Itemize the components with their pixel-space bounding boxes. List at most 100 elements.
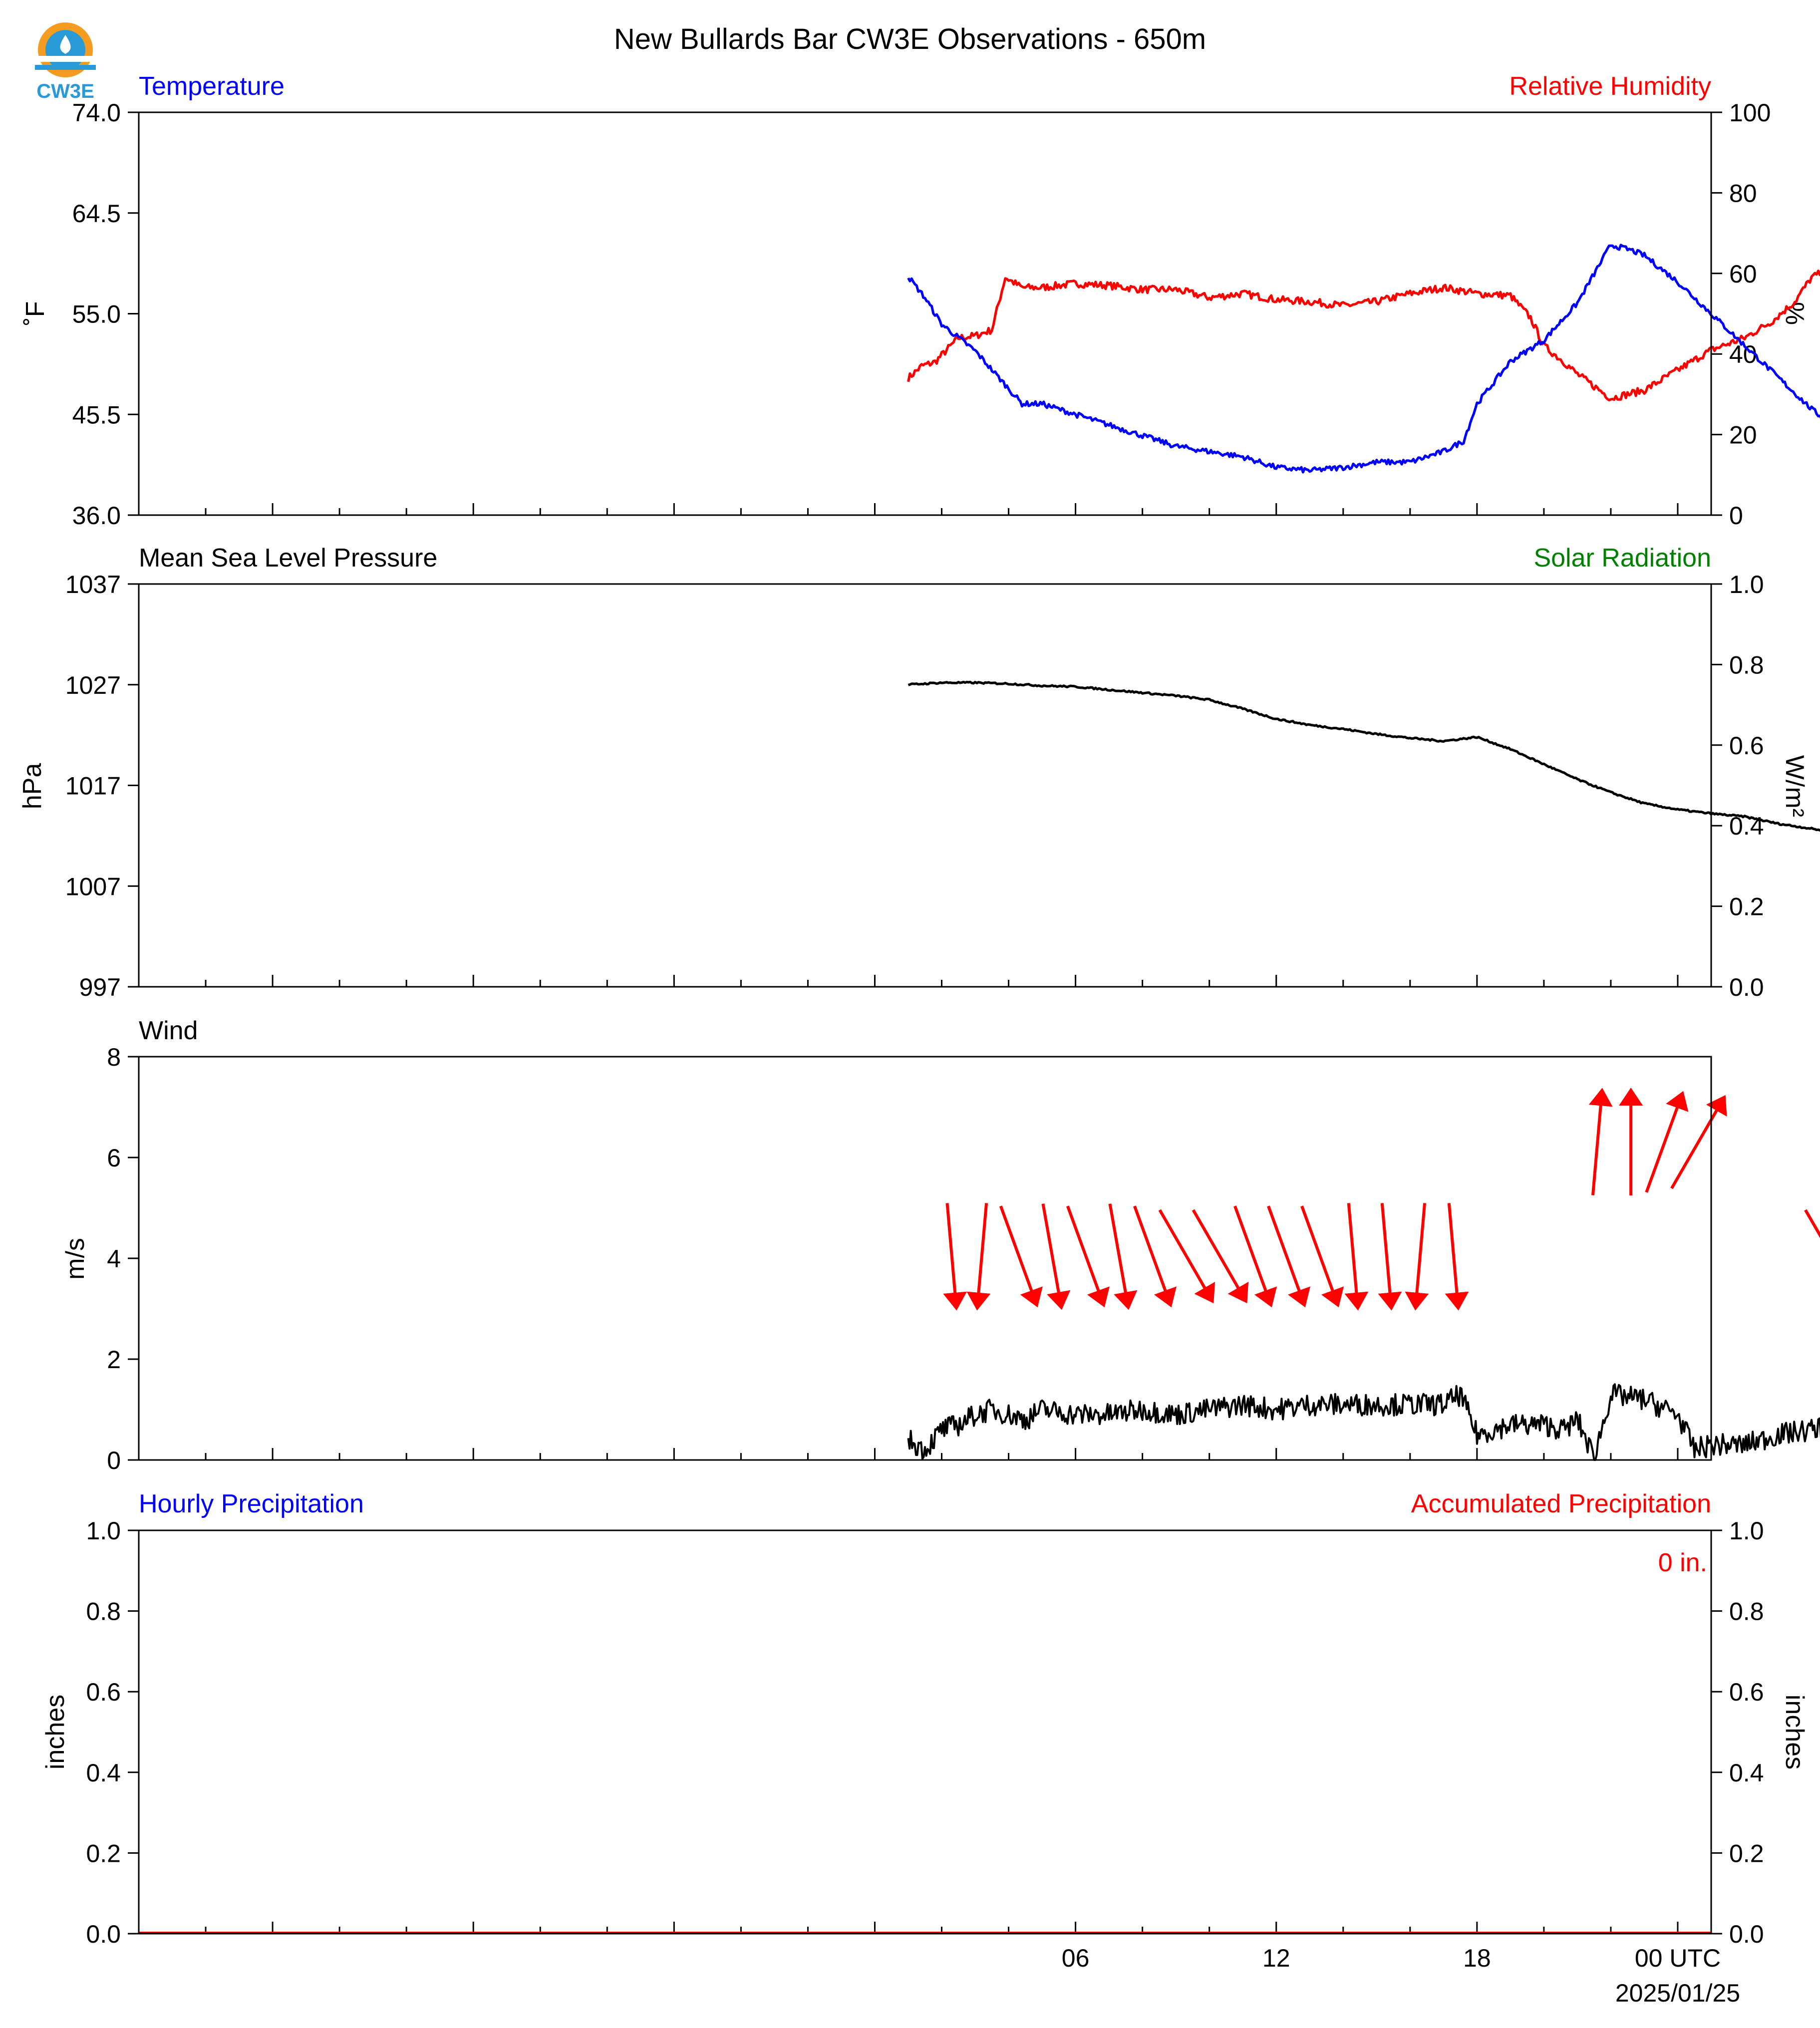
solar-tick-label: 0.8 [1729,651,1764,679]
pressure-tick-label: 1017 [65,772,121,800]
temperature-ylabel: ˚F [21,301,50,325]
temperature-series-line [907,244,1820,474]
wind-panel: Wind 0 2 4 6 8 m/s [61,1016,1820,1474]
temperature-frame [138,111,1712,516]
temperature-tick-label: 45.5 [72,401,121,429]
solar-title: Solar Radiation [1533,544,1711,573]
humidity-tick-label: 60 [1729,260,1757,288]
wind-ylabel: m/s [61,1238,90,1280]
x-tick-label: 06 [1062,1944,1090,1972]
solar-ylabel: W/m² [1780,755,1809,817]
humidity-tick-label: 20 [1729,421,1757,449]
pressure-title: Mean Sea Level Pressure [139,544,437,573]
solar-tick-label: 1.0 [1729,571,1764,598]
wind-direction-arrow [1233,1205,1277,1308]
temperature-tick-label: 74.0 [72,99,121,127]
pressure-left-ticks: 997 1007 1017 1027 1037 [65,571,139,1001]
pressure-ylabel: hPa [18,763,47,810]
temperature-tick-label: 55.0 [72,300,121,328]
temperature-panel: Temperature Relative Humidity 36.0 45.5 55… [21,72,1820,530]
wind-tick-label: 8 [107,1043,121,1071]
temperature-humidity-lines [907,244,1820,474]
wind-direction-arrow [1405,1203,1429,1311]
accum-precip-tick-label: 0.8 [1729,1598,1764,1626]
wind-direction-arrow [1378,1203,1402,1311]
wind-direction-arrow [1445,1203,1469,1311]
pressure-tick-label: 997 [79,973,121,1001]
humidity-series-line [907,270,1820,402]
wind-speed-line [907,1383,1820,1461]
pressure-tick-label: 1007 [65,872,121,900]
wind-tick-label: 6 [107,1144,121,1172]
temperature-left-ticks: 36.0 45.5 55.0 64.5 74.0 [72,99,139,530]
pressure-lines [908,680,1820,832]
hourly-precip-tick-label: 0.0 [86,1920,121,1948]
wind-direction-arrow [943,1203,967,1311]
wind-direction-arrow [1645,1091,1689,1193]
hourly-precip-tick-label: 1.0 [86,1517,121,1545]
precip-left-ticks: 0.0 0.2 0.4 0.6 0.8 1.0 [86,1517,139,1948]
wind-direction-arrow [1158,1209,1215,1304]
x-tick-label: 18 [1463,1944,1491,1972]
accum-precip-tick-label: 0.4 [1729,1759,1764,1787]
wind-direction-arrow [1300,1205,1344,1308]
humidity-tick-label: 100 [1729,99,1771,127]
wind-direction-arrow [1108,1203,1138,1310]
x-tick-label: 00 UTC [1635,1944,1721,1972]
temperature-tick-label: 36.0 [72,502,121,530]
accum-precip-tick-label: 0.2 [1729,1839,1764,1867]
x-tick-label: 12 [1262,1944,1290,1972]
hourly-precip-tick-label: 0.2 [86,1839,121,1867]
wind-direction-arrows [943,1088,1820,1311]
solar-tick-label: 0.6 [1729,732,1764,760]
pressure-frame [138,583,1712,988]
precip-right-ticks: 0.0 0.2 0.4 0.6 0.8 1.0 [1711,1517,1764,1948]
pressure-tick-label: 1037 [65,571,121,598]
precip-total-label: 0 in. [1658,1548,1707,1577]
wind-direction-arrow [1041,1203,1071,1310]
wind-direction-arrow [1344,1203,1369,1311]
accum-precip-tick-label: 1.0 [1729,1517,1764,1545]
wind-direction-arrow [1133,1205,1177,1308]
solar-tick-label: 0.2 [1729,893,1764,921]
accum-precip-tick-label: 0.0 [1729,1920,1764,1948]
wind-x-ticks [138,1448,1679,1460]
humidity-tick-label: 80 [1729,179,1757,207]
hourly-precip-title: Hourly Precipitation [139,1489,364,1518]
wind-direction-arrow [1670,1095,1727,1189]
humidity-title: Relative Humidity [1509,72,1711,101]
wind-tick-label: 0 [107,1447,121,1474]
wind-speed-lines [907,1383,1820,1461]
wind-tick-label: 4 [107,1245,121,1273]
x-tick-date-label: 2025/01/25 [1615,1979,1740,2007]
accum-precip-title: Accumulated Precipitation [1411,1489,1711,1518]
solar-tick-label: 0.0 [1729,973,1764,1001]
wind-direction-arrow [966,1203,991,1311]
pressure-series-line [908,680,1820,832]
precip-left-ylabel: inches [41,1695,70,1769]
precip-panel: Hourly Precipitation Accumulated Precipi… [41,1489,1809,2007]
precip-frame [138,1529,1712,1935]
wind-title: Wind [139,1016,198,1045]
cw3e-logo-icon [35,22,96,77]
wind-direction-arrow [1192,1209,1249,1304]
temperature-title: Temperature [139,72,285,101]
solar-right-ticks: 0.00.20.40.60.81.0 [1711,571,1764,1001]
hourly-precip-tick-label: 0.8 [86,1598,121,1626]
wind-left-ticks: 0 2 4 6 8 [107,1043,139,1474]
pressure-panel: Mean Sea Level Pressure Solar Radiation … [18,544,1820,1001]
hourly-precip-tick-label: 0.4 [86,1759,121,1787]
temperature-tick-label: 64.5 [72,200,121,228]
hourly-precip-tick-label: 0.6 [86,1678,121,1706]
pressure-tick-label: 1027 [65,671,121,699]
wind-direction-arrow [999,1205,1043,1308]
wind-direction-arrow [1588,1088,1613,1195]
page-title: New Bullards Bar CW3E Observations - 650… [614,23,1206,55]
wind-direction-arrow [1267,1205,1311,1308]
accum-precip-tick-label: 0.6 [1729,1678,1764,1706]
wind-direction-arrow [1066,1205,1110,1308]
